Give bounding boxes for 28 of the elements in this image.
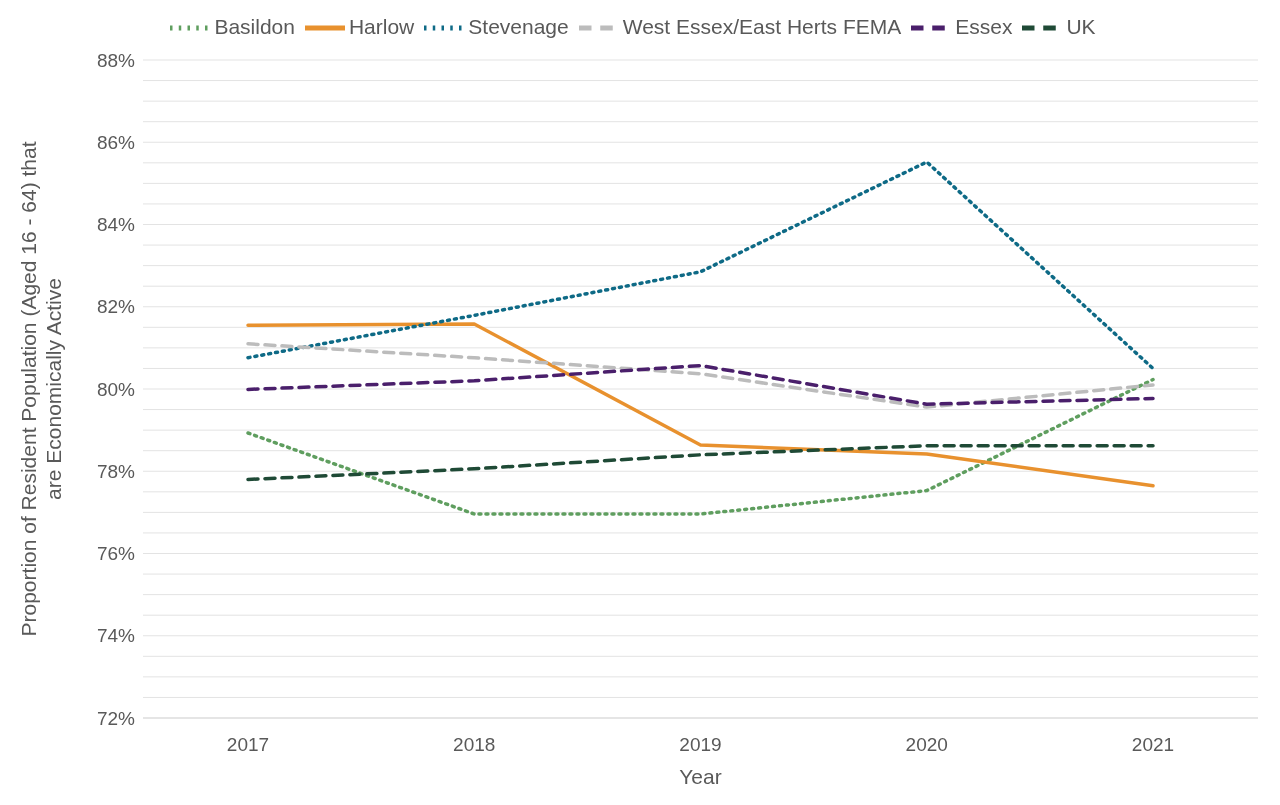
x-tick-label: 2017 xyxy=(226,734,270,756)
y-tick-label: 72% xyxy=(96,707,136,729)
line-series xyxy=(246,322,1155,488)
y-tick-label: 86% xyxy=(96,131,136,153)
y-axis-title: Proportion of Resident Population (Aged 16 - 64) that are Economically Active xyxy=(17,141,65,637)
x-axis-title: Year xyxy=(679,765,722,788)
x-tick-label: 2018 xyxy=(453,734,496,756)
y-tick-label: 80% xyxy=(96,378,136,400)
line-series xyxy=(246,363,1155,406)
x-tick-label: 2019 xyxy=(679,734,722,756)
x-tick-label: 2020 xyxy=(905,734,948,756)
line-series xyxy=(246,342,1155,409)
y-tick-label: 88% xyxy=(96,49,136,71)
y-tick-label: 78% xyxy=(96,460,136,482)
line-series xyxy=(246,160,1155,371)
y-tick-label: 76% xyxy=(96,543,136,565)
legend-label: UK xyxy=(1066,14,1096,38)
legend-label: West Essex/East Herts FEMA xyxy=(622,14,902,38)
legend-label: Essex xyxy=(955,14,1013,38)
x-tick-label: 2021 xyxy=(1131,734,1175,756)
legend-label: Basildon xyxy=(214,14,295,38)
line-series xyxy=(246,377,1155,516)
y-tick-label: 82% xyxy=(96,296,136,318)
line-series xyxy=(246,444,1155,482)
legend-label: Harlow xyxy=(348,14,415,38)
y-tick-label: 84% xyxy=(96,214,136,236)
y-tick-label: 74% xyxy=(96,625,136,647)
legend-label: Stevenage xyxy=(468,14,569,38)
